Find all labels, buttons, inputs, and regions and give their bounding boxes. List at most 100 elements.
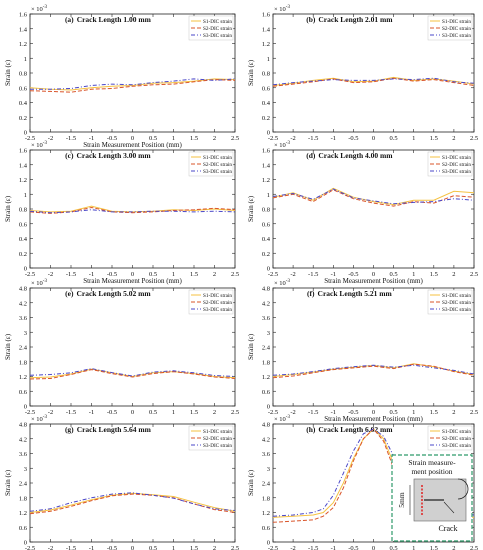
y-exponent-label: × 10-3	[31, 415, 47, 423]
y-tick-label: 1	[267, 56, 270, 63]
x-tick-label: -0.5	[107, 409, 117, 416]
y-tick-label: 0.6	[262, 525, 271, 532]
y-exponent-power: -3	[286, 415, 291, 420]
x-tick-label: -1	[331, 135, 336, 142]
y-tick-label: 1.2	[19, 41, 27, 48]
series-line-3	[29, 209, 236, 214]
y-tick-label: 3	[267, 466, 270, 473]
x-tick-label: 2.5	[470, 409, 478, 416]
y-tick-label: 0.6	[262, 221, 271, 228]
x-tick-label: 0	[131, 409, 134, 416]
y-tick-label: 0.4	[262, 100, 271, 107]
x-tick-label: 1	[172, 271, 175, 278]
x-tick-label: -2.5	[25, 545, 35, 550]
strain-position-inset: Strain measure-ment position 5mm Crack	[391, 454, 473, 542]
x-tick-label: -2	[290, 545, 295, 550]
x-tick-label: 0.5	[149, 409, 157, 416]
y-tick-label: 1.6	[19, 12, 28, 19]
panel-title: (f) Crack Length 5.21 mm	[307, 289, 392, 298]
x-tick-label: 2.5	[470, 271, 478, 278]
panel-d: 0 0.2 0.4 0.6 0.8 1 1.2 1.4 1.6 -2.5 -2 -1.5 -1 -0.5 0…	[247, 141, 478, 285]
x-tick-label: -2.5	[25, 135, 35, 142]
x-tick-label: -1.5	[308, 409, 318, 416]
x-tick-label: -2	[48, 135, 53, 142]
x-tick-label: -2.5	[268, 271, 278, 278]
y-tick-label: 0.2	[262, 251, 270, 258]
x-tick-label: -1.5	[308, 135, 318, 142]
y-tick-label: 2.4	[262, 481, 271, 488]
legend-box	[188, 151, 234, 177]
legend-entry: S3-DIC strain	[442, 169, 471, 175]
y-tick-label: 1.2	[262, 177, 270, 184]
series-line-3	[272, 77, 475, 86]
panel-title: (b) Crack Length 2.01 mm	[306, 15, 393, 24]
legend-entry: S1-DIC strain	[203, 19, 232, 25]
legend-box	[427, 15, 473, 41]
panel-title-text: Crack Length 3.00 mm	[76, 151, 151, 160]
y-tick-label: 0.6	[262, 85, 271, 92]
x-tick-label: -2.5	[268, 409, 278, 416]
legend-entry: S1-DIC strain	[203, 155, 232, 161]
y-tick-label: 3.6	[19, 451, 28, 458]
panel-e: 0 0.6 1.2 1.8 2.4 3 3.6 4.2 4.8 -2.5 -2 -1.5 -1 -0.5 0…	[4, 279, 239, 416]
y-tick-label: 4.8	[262, 422, 270, 429]
legend-box	[427, 151, 473, 177]
x-axis-label: Strain Measurement Position (mm)	[83, 141, 182, 149]
y-axis-label: Strain (ε)	[4, 59, 12, 86]
y-exponent-base: × 10	[31, 142, 43, 149]
legend-entry: S2-DIC strain	[442, 162, 471, 168]
y-tick-label: 4.8	[19, 422, 27, 429]
inset-title-line1: Strain measure-	[408, 458, 456, 467]
panel-title-text: Crack Length 5.64 mm	[77, 425, 152, 434]
legend-box	[188, 15, 234, 41]
y-tick-label: 3.6	[19, 315, 28, 322]
y-exponent-base: × 10	[31, 6, 43, 13]
panel-label: (e)	[65, 289, 74, 298]
series-line-1	[29, 78, 236, 91]
series-line-2	[29, 79, 236, 93]
y-tick-label: 0.2	[19, 251, 27, 258]
x-tick-label: 2	[452, 135, 455, 142]
y-exponent-label: × 10-3	[274, 415, 290, 423]
x-tick-label: 2.5	[470, 135, 478, 142]
x-tick-label: -1.5	[66, 545, 76, 550]
legend-entry: S3-DIC strain	[442, 33, 471, 39]
legend-entry: S2-DIC strain	[203, 436, 232, 442]
legend-entry: S2-DIC strain	[203, 162, 232, 168]
y-tick-label: 1.8	[262, 495, 270, 502]
y-tick-label: 0.6	[19, 85, 28, 92]
x-tick-label: 1.5	[190, 545, 198, 550]
x-tick-label: 2	[213, 271, 216, 278]
y-exponent-base: × 10	[274, 6, 286, 13]
y-exponent-power: -3	[43, 141, 48, 146]
y-tick-label: 3.6	[262, 451, 271, 458]
y-exponent-label: × 10-3	[31, 5, 47, 13]
y-exponent-label: × 10-3	[274, 5, 290, 13]
y-tick-label: 1.2	[19, 374, 27, 381]
y-exponent-power: -3	[286, 5, 291, 10]
x-tick-label: 0	[131, 545, 134, 550]
y-tick-label: 0	[267, 404, 270, 411]
y-exponent-label: × 10-3	[31, 279, 47, 287]
x-tick-label: -2.5	[268, 135, 278, 142]
legend-entry: S1-DIC strain	[203, 293, 232, 299]
x-axis-label: Strain Measurement Position (mm)	[83, 277, 182, 285]
y-tick-label: 0.6	[19, 221, 28, 228]
x-tick-label: 1	[412, 545, 415, 550]
x-axis-label: Strain Measurement Position (mm)	[324, 277, 423, 285]
y-axis-label: Strain (ε)	[247, 59, 255, 86]
y-tick-label: 0	[24, 540, 27, 547]
legend-entry: S1-DIC strain	[442, 155, 471, 161]
x-tick-label: -0.5	[107, 135, 117, 142]
y-tick-label: 2.4	[262, 345, 271, 352]
x-tick-label: 1.5	[190, 271, 198, 278]
x-tick-label: -2.5	[25, 271, 35, 278]
x-tick-label: 1	[172, 545, 175, 550]
panel-title: (d) Crack Length 4.00 mm	[306, 151, 393, 160]
x-tick-label: 0.5	[149, 545, 157, 550]
legend-box	[188, 289, 234, 315]
x-tick-label: 1.5	[190, 409, 198, 416]
panel-title-text: Crack Length 4.00 mm	[318, 151, 393, 160]
y-exponent-power: -3	[43, 279, 48, 284]
y-tick-label: 1.4	[19, 26, 28, 33]
